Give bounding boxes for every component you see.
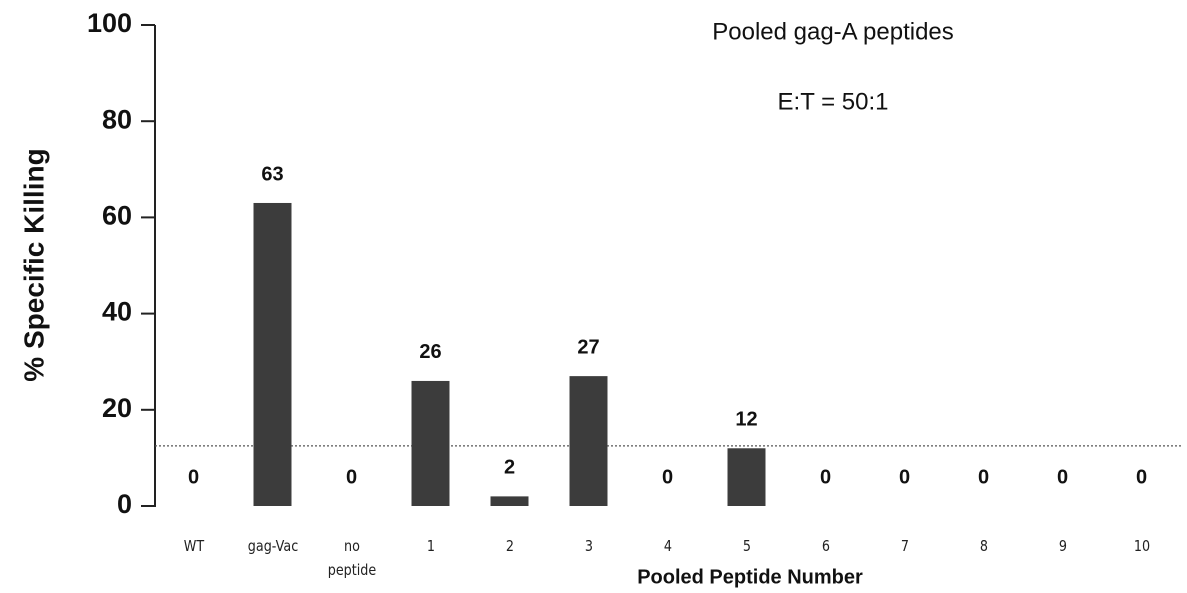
x-tick-label: 6 [821, 537, 830, 555]
bar [253, 202, 292, 506]
y-tick-label: 100 [87, 8, 132, 38]
y-tick-label: 60 [102, 201, 132, 231]
value-label: 0 [662, 466, 673, 488]
x-tick-label: 1 [426, 537, 435, 555]
y-axis-title: % Specific Killing [18, 148, 49, 381]
annotation: Pooled gag-A peptides [712, 18, 954, 45]
bar [727, 448, 766, 506]
bar [411, 380, 450, 506]
x-tick-label: 7 [900, 537, 909, 555]
value-label: 2 [504, 457, 515, 479]
y-tick-label: 80 [102, 104, 132, 134]
x-tick-label: no peptide [327, 537, 376, 579]
value-label: 12 [735, 409, 757, 431]
x-tick-label: 5 [742, 537, 751, 555]
x-tick-label: gag-Vac [247, 537, 298, 555]
x-tick-label: 3 [584, 537, 593, 555]
value-label: 0 [188, 466, 199, 488]
x-tick-label: 2 [505, 537, 514, 555]
value-label: 27 [577, 336, 599, 358]
x-tick-label: 10 [1133, 537, 1150, 555]
bar [569, 376, 608, 506]
x-tick-label: 4 [663, 537, 672, 555]
value-label: 0 [978, 466, 989, 488]
y-tick-label: 40 [102, 297, 132, 327]
value-label: 63 [261, 163, 283, 185]
x-axis-title: Pooled Peptide Number [637, 566, 863, 588]
value-label: 0 [346, 466, 357, 488]
y-tick-label: 20 [102, 393, 132, 423]
x-tick-label: 9 [1058, 537, 1067, 555]
value-label: 26 [419, 341, 441, 363]
value-label: 0 [820, 466, 831, 488]
y-tick-label: 0 [117, 489, 132, 519]
value-label: 0 [899, 466, 910, 488]
value-label: 0 [1136, 466, 1147, 488]
x-tick-label: 8 [979, 537, 988, 555]
annotation: E:T = 50:1 [778, 88, 889, 115]
bar [490, 496, 529, 506]
value-label: 0 [1057, 466, 1068, 488]
x-tick-label: WT [183, 537, 204, 555]
